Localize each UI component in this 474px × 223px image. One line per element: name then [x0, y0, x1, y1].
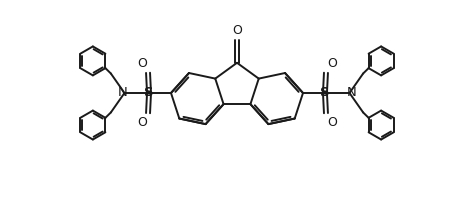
Text: O: O — [137, 57, 147, 70]
Text: O: O — [232, 24, 242, 37]
Text: S: S — [320, 87, 330, 99]
Text: O: O — [327, 57, 337, 70]
Text: O: O — [327, 116, 337, 129]
Text: N: N — [118, 87, 128, 99]
Text: O: O — [137, 116, 147, 129]
Text: S: S — [144, 87, 154, 99]
Text: N: N — [346, 87, 356, 99]
